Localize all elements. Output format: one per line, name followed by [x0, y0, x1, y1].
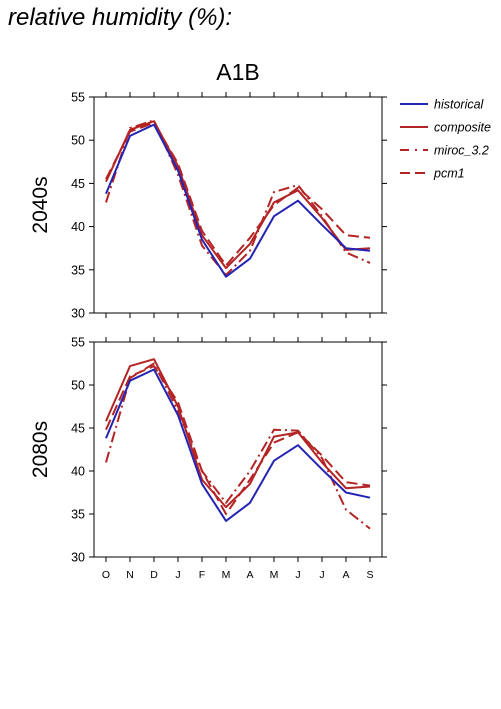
series-line-historical: [105, 368, 371, 522]
x-tick-label: M: [270, 569, 279, 581]
y-tick-label: 45: [71, 177, 85, 191]
x-tick-label: J: [319, 569, 324, 581]
y-tick-label: 40: [71, 465, 85, 479]
y-tick-label: 30: [71, 307, 85, 321]
x-tick-label: S: [366, 569, 373, 581]
y-tick-label: 45: [71, 422, 85, 436]
legend-label-historical: historical: [434, 98, 485, 112]
y-tick-label: 40: [71, 220, 85, 234]
legend-label-pcm1: pcm1: [433, 167, 465, 181]
series-line-pcm1: [105, 121, 371, 267]
series-line-miroc_3.2: [105, 119, 371, 276]
panels: 30 35 40 45 50 55 2040s 30 35 40 45 50 55 2080s: [29, 91, 387, 565]
scenario-title: A1B: [216, 59, 259, 85]
x-tick-label: N: [126, 569, 134, 581]
y-tick-label: 55: [71, 91, 85, 105]
x-tick-label: M: [222, 569, 231, 581]
series-line-pcm1: [105, 365, 371, 515]
series-line-composite: [105, 358, 371, 509]
panel-label: 2080s: [29, 421, 52, 478]
series-line-miroc_3.2: [105, 362, 371, 530]
y-tick-label: 35: [71, 508, 85, 522]
x-tick-label: A: [342, 569, 349, 581]
series-line-composite: [105, 120, 371, 270]
y-tick-label: 55: [71, 336, 85, 350]
legend-label-miroc_3.2: miroc_3.2: [434, 144, 489, 158]
panel-frame: [93, 341, 383, 558]
y-tick-label: 50: [71, 134, 85, 148]
y-tick-label: 50: [71, 379, 85, 393]
x-tick-label: D: [150, 569, 158, 581]
page-title: relative humidity (%):: [8, 4, 233, 31]
panel-2080s: 30 35 40 45 50 55 2080s: [29, 336, 387, 565]
legend: historical composite miroc_3.2 pcm1: [400, 98, 491, 181]
x-tick-label: O: [102, 569, 110, 581]
panel-label: 2040s: [29, 176, 52, 233]
series-line-historical: [105, 123, 371, 278]
panel-frame: [93, 96, 383, 314]
y-tick-label: 30: [71, 551, 85, 565]
x-tick-label: A: [246, 569, 253, 581]
panel-2040s: 30 35 40 45 50 55 2040s: [29, 91, 387, 321]
y-tick-label: 35: [71, 263, 85, 277]
x-tick-label: F: [199, 569, 205, 581]
x-tick-label: J: [295, 569, 300, 581]
x-tick-label: J: [175, 569, 180, 581]
legend-label-composite: composite: [434, 121, 491, 135]
